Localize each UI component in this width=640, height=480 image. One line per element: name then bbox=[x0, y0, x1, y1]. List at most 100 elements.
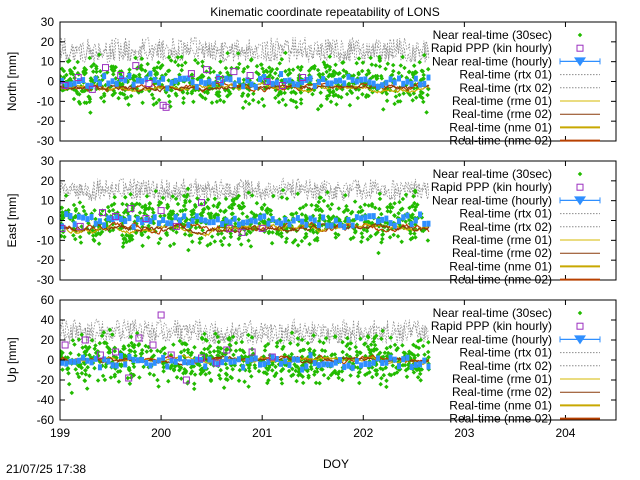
point-nrt-30sec bbox=[189, 350, 195, 356]
point-nrt-30sec bbox=[87, 96, 93, 102]
point-nrt-30sec bbox=[92, 365, 97, 371]
point-nrt-30sec bbox=[137, 210, 143, 215]
point-nrt-30sec bbox=[300, 380, 306, 386]
point-nrt-30sec bbox=[384, 384, 389, 390]
point-nrt-30sec bbox=[405, 366, 411, 371]
point-nrt-30sec bbox=[359, 239, 364, 244]
point-nrt-30sec bbox=[148, 348, 154, 354]
point-nrt-30sec bbox=[158, 236, 163, 242]
point-rapid-ppp bbox=[132, 62, 140, 70]
point-nrt-30sec bbox=[207, 343, 213, 349]
point-nrt-30sec bbox=[316, 199, 322, 205]
point-nrt-30sec bbox=[317, 213, 323, 218]
point-rapid-ppp bbox=[223, 346, 231, 354]
point-nrt-30sec bbox=[402, 362, 408, 368]
point-nrt-30sec bbox=[110, 207, 116, 213]
series-nme01 bbox=[60, 221, 430, 237]
y-tick-label: 10 bbox=[41, 194, 55, 208]
point-nrt-30sec bbox=[307, 241, 312, 247]
point-nrt-30sec bbox=[120, 233, 125, 238]
point-nrt-30sec bbox=[178, 349, 184, 355]
point-nrt-30sec bbox=[404, 374, 410, 380]
point-nrt-30sec bbox=[392, 371, 397, 377]
point-nrt-30sec bbox=[245, 93, 251, 99]
point-nrt-30sec bbox=[102, 377, 108, 383]
point-nrt-30sec bbox=[391, 232, 396, 238]
point-nrt-30sec bbox=[408, 231, 413, 236]
point-nrt-30sec bbox=[298, 101, 304, 106]
point-nrt-30sec bbox=[377, 206, 382, 212]
point-nrt-30sec bbox=[238, 242, 244, 247]
point-nrt-30sec bbox=[356, 56, 362, 61]
point-rapid-ppp bbox=[216, 76, 224, 83]
point-nrt-30sec bbox=[83, 368, 88, 373]
point-nrt-30sec bbox=[243, 99, 248, 104]
point-nrt-30sec bbox=[236, 378, 242, 383]
point-nrt-30sec bbox=[270, 368, 275, 373]
point-nrt-30sec bbox=[78, 240, 84, 245]
point-nrt-30sec bbox=[73, 236, 78, 242]
point-nrt-30sec bbox=[384, 98, 390, 104]
point-nrt-30sec bbox=[317, 380, 322, 386]
point-nrt-30sec bbox=[82, 100, 87, 105]
point-nrt-30sec bbox=[110, 332, 115, 337]
legend-label: Rapid PPP (kin hourly) bbox=[431, 180, 552, 194]
point-nrt-30sec bbox=[92, 346, 97, 352]
point-nrt-30sec bbox=[366, 335, 371, 340]
point-nrt-30sec bbox=[395, 234, 401, 239]
point-nrt-30sec bbox=[383, 66, 388, 72]
point-nrt-30sec bbox=[369, 62, 375, 67]
point-nrt-30sec bbox=[379, 336, 384, 342]
point-nrt-30sec bbox=[303, 231, 309, 237]
legend-label: Real-time (rme 01) bbox=[452, 94, 552, 108]
point-nrt-30sec bbox=[273, 364, 278, 370]
legend: Near real-time (30sec)Rapid PPP (kin hou… bbox=[431, 28, 601, 148]
point-nrt-30sec bbox=[116, 379, 122, 384]
point-nrt-30sec bbox=[155, 377, 160, 383]
point-nrt-30sec bbox=[163, 72, 168, 77]
point-nrt-30sec bbox=[263, 343, 268, 349]
legend-swatch bbox=[574, 196, 586, 206]
point-nrt-30sec bbox=[289, 351, 294, 357]
point-rapid-ppp bbox=[61, 82, 69, 89]
point-nrt-30sec bbox=[82, 378, 88, 384]
point-nrt-30sec bbox=[292, 362, 297, 367]
point-nrt-30sec bbox=[175, 55, 181, 60]
point-nrt-30sec bbox=[112, 345, 118, 351]
point-nrt-30sec bbox=[340, 377, 345, 383]
legend-label: Real-time (rme 01) bbox=[452, 372, 552, 386]
legend-label: Near real-time (30sec) bbox=[433, 28, 552, 42]
y-axis-label: Up [mm] bbox=[5, 337, 19, 382]
point-rapid-ppp bbox=[162, 103, 170, 111]
point-nrt-30sec bbox=[284, 236, 290, 241]
point-rapid-ppp bbox=[230, 68, 238, 76]
point-nrt-30sec bbox=[279, 376, 284, 382]
point-nrt-30sec bbox=[278, 338, 283, 343]
point-nrt-30sec bbox=[383, 365, 389, 370]
point-nrt-30sec bbox=[66, 381, 72, 387]
point-nrt-30sec bbox=[111, 201, 117, 207]
point-nrt-30sec bbox=[105, 204, 111, 210]
legend-label: Near real-time (30sec) bbox=[433, 167, 552, 181]
point-nrt-30sec bbox=[401, 350, 407, 355]
point-nrt-30sec bbox=[412, 355, 417, 361]
y-tick-label: 30 bbox=[41, 154, 55, 168]
point-nrt-30sec bbox=[161, 369, 166, 374]
point-nrt-30sec bbox=[266, 230, 272, 236]
point-nrt-30sec bbox=[246, 332, 251, 338]
legend-label: Near real-time (30sec) bbox=[433, 306, 552, 320]
point-nrt-30sec bbox=[76, 352, 82, 358]
point-rapid-ppp bbox=[182, 376, 190, 384]
point-nrt-30sec bbox=[400, 206, 405, 212]
point-nrt-30sec bbox=[212, 239, 218, 244]
y-tick-label: -10 bbox=[37, 233, 55, 247]
point-nrt-30sec bbox=[420, 69, 426, 74]
point-nrt-30sec bbox=[62, 234, 67, 240]
point-nrt-30sec bbox=[381, 372, 387, 378]
series-rtx-02 bbox=[60, 36, 430, 64]
point-nrt-30sec bbox=[357, 350, 362, 355]
point-nrt-30sec bbox=[230, 334, 236, 340]
point-nrt-30sec bbox=[85, 347, 90, 352]
point-nrt-30sec bbox=[149, 92, 155, 97]
point-rapid-ppp bbox=[299, 74, 307, 81]
